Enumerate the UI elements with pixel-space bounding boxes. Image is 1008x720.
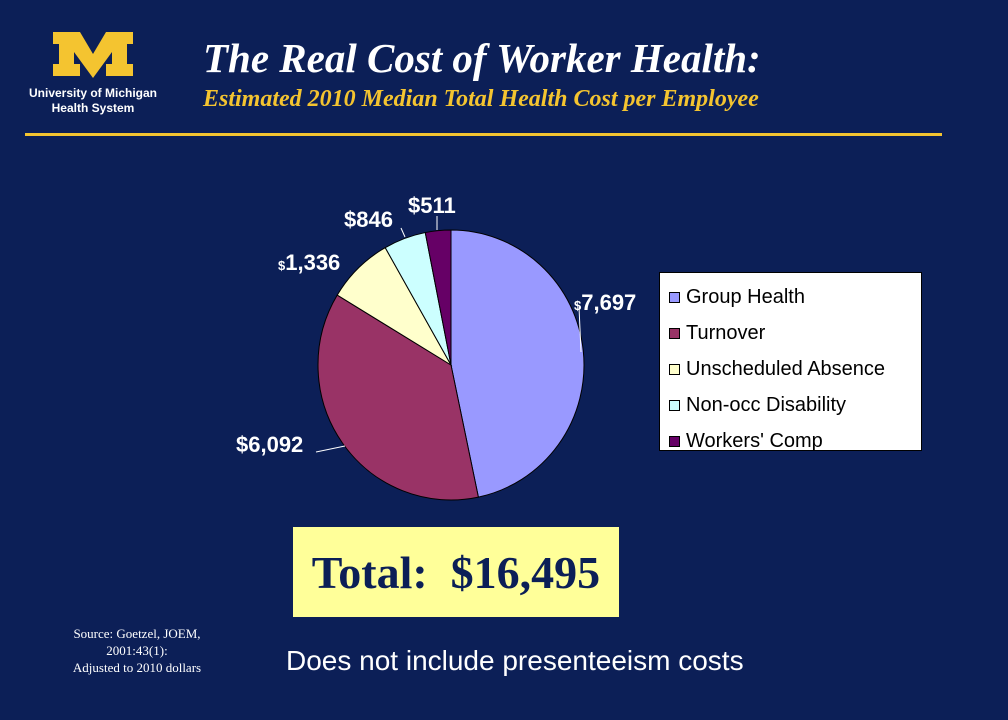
data-label-workers-comp: $511 (408, 193, 456, 218)
data-label-turnover: $6,092 (236, 432, 303, 457)
data-label-group-health: $7,697 (574, 290, 636, 315)
legend-item-workers-comp: Workers' Comp (660, 423, 921, 459)
source-line-2: 2001:43(1): (106, 643, 168, 658)
legend-item-turnover: Turnover (660, 315, 921, 351)
legend-item-unscheduled-absence: Unscheduled Absence (660, 351, 921, 387)
source-line-1: Source: Goetzel, JOEM, (73, 626, 201, 641)
legend-swatch (669, 399, 680, 411)
data-label-unscheduled-absence: $1,336 (278, 250, 340, 275)
pie-slice-workers-comp (424, 229, 452, 366)
umich-health-logo: University of Michigan Health System (18, 18, 168, 130)
source-line-3: Adjusted to 2010 dollars (72, 660, 202, 675)
legend-swatch (669, 291, 680, 303)
leader-line (578, 306, 582, 353)
total-callout: Total: $16,495 (293, 527, 619, 617)
pie-slice-group-health (450, 229, 585, 498)
leader-line (315, 445, 346, 453)
legend-label: Unscheduled Absence (686, 357, 886, 380)
leader-line (400, 227, 406, 238)
legend-swatch (669, 327, 680, 339)
slide-title: The Real Cost of Worker Health: (203, 35, 761, 81)
pie-slice-turnover (317, 294, 479, 501)
footnote: Does not include presenteeism costs (286, 645, 744, 676)
data-label-non-occ-disability: $846 (344, 207, 393, 232)
legend-label: Group Health (686, 285, 805, 308)
logo-line-2: Health System (51, 101, 135, 115)
chart-legend: Group Health Turnover Unscheduled Absenc… (659, 272, 922, 452)
logo-caption: University of Michigan Health System (18, 86, 168, 116)
block-m-logo-icon (53, 32, 133, 78)
legend-item-non-occ-disability: Non-occ Disability (660, 387, 921, 423)
total-text: Total: $16,495 (311, 546, 601, 598)
legend-item-group-health: Group Health (660, 279, 921, 315)
title-divider (25, 133, 942, 136)
legend-label: Turnover (686, 321, 766, 344)
logo-line-1: University of Michigan (28, 86, 158, 100)
legend-swatch (669, 435, 680, 447)
legend-swatch (669, 363, 680, 375)
legend-label: Workers' Comp (686, 429, 823, 452)
legend-label: Non-occ Disability (686, 393, 847, 416)
source-citation: Source: Goetzel, JOEM, 2001:43(1): Adjus… (42, 625, 232, 676)
slide-subtitle: Estimated 2010 Median Total Health Cost … (203, 86, 759, 112)
